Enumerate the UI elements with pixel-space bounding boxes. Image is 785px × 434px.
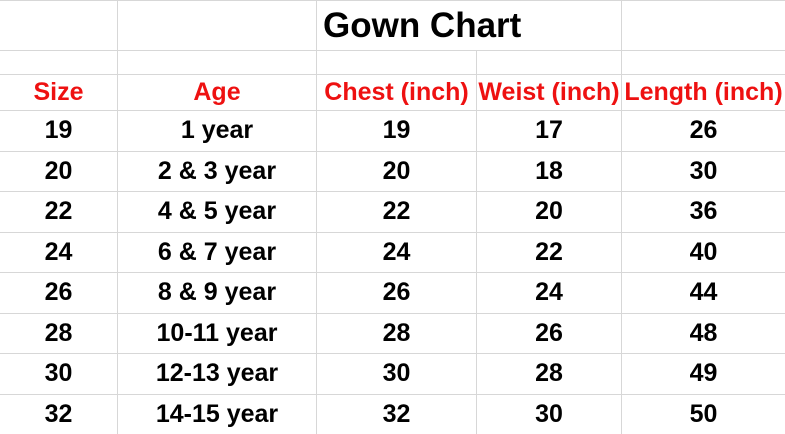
cell-size: 28 [0,313,118,354]
cell-chest: 26 [317,273,477,314]
cell-weist: 30 [477,394,622,434]
cell-length: 50 [622,395,785,434]
cell-size: 24 [0,232,118,273]
cell-size: 26 [0,273,118,314]
column-header-chest: Chest (inch) [317,75,477,111]
cell-size: 32 [0,394,118,434]
empty-cell [622,1,785,51]
cell-weist: 28 [477,354,622,395]
cell-chest: 28 [317,313,477,354]
cell-length: 40 [622,233,785,273]
cell-length: 30 [622,152,785,192]
cell-size: 19 [0,111,118,152]
cell-age: 10-11 year [118,313,317,354]
cell-weist: 20 [477,192,622,233]
cell-age: 4 & 5 year [118,192,317,233]
cell-chest: 30 [317,354,477,395]
cell-size: 30 [0,354,118,395]
empty-cell [0,51,118,75]
chart-title: Gown Chart [317,1,622,51]
column-header-size: Size [0,75,118,111]
cell-age: 1 year [118,111,317,152]
cell-size: 20 [0,151,118,192]
column-header-length: Length (inch) [622,75,785,111]
cell-age: 12-13 year [118,354,317,395]
cell-weist: 22 [477,232,622,273]
cell-length: 48 [622,314,785,354]
column-header-weist: Weist (inch) [477,75,622,111]
cell-age: 14-15 year [118,394,317,434]
cell-weist: 24 [477,273,622,314]
empty-cell [118,1,317,51]
cell-chest: 32 [317,394,477,434]
cell-length: 36 [622,192,785,233]
cell-chest: 19 [317,111,477,152]
cell-weist: 17 [477,111,622,152]
cell-length: 44 [622,273,785,314]
empty-cell [317,51,477,75]
cell-length: 49 [622,354,785,395]
cell-size: 22 [0,192,118,233]
cell-chest: 24 [317,232,477,273]
empty-cell [0,1,118,51]
empty-cell [622,51,785,75]
cell-age: 2 & 3 year [118,151,317,192]
cell-weist: 26 [477,313,622,354]
empty-cell [118,51,317,75]
cell-weist: 18 [477,151,622,192]
cell-chest: 20 [317,151,477,192]
cell-age: 8 & 9 year [118,273,317,314]
empty-cell [477,51,622,75]
cell-length: 26 [622,111,785,152]
cell-age: 6 & 7 year [118,232,317,273]
column-header-age: Age [118,75,317,111]
cell-chest: 22 [317,192,477,233]
